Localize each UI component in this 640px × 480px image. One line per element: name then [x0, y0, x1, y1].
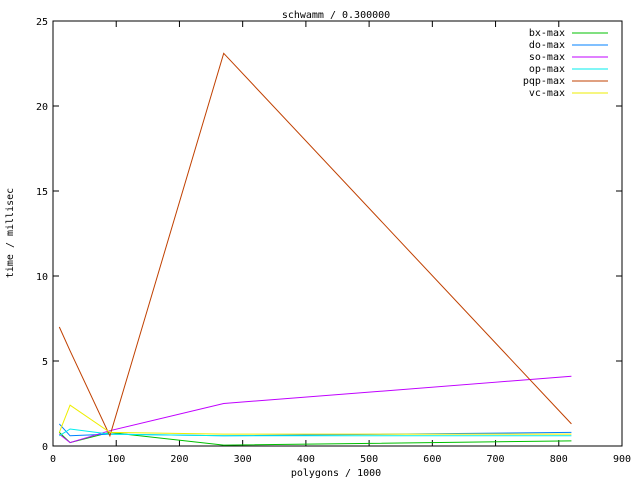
legend-label: do-max	[529, 40, 565, 51]
y-tick-label: 20	[36, 102, 48, 113]
chart-title: schwamm / 0.300000	[282, 10, 390, 21]
y-tick-label: 5	[42, 357, 48, 368]
series-line-pqp-max	[58, 52, 572, 438]
x-tick-label: 0	[50, 454, 56, 465]
y-tick-label: 15	[36, 187, 48, 198]
x-tick-label: 400	[297, 454, 315, 465]
legend-label: bx-max	[529, 28, 565, 39]
x-tick-label: 700	[487, 454, 505, 465]
legend-label: vc-max	[529, 88, 565, 99]
y-tick-label: 25	[36, 17, 48, 28]
x-tick-label: 600	[423, 454, 441, 465]
x-axis-label: polygons / 1000	[291, 468, 381, 479]
plot-frame	[52, 20, 623, 447]
legend-label: op-max	[529, 64, 565, 75]
x-tick-label: 500	[360, 454, 378, 465]
x-tick-label: 300	[234, 454, 252, 465]
series-line-vc-max	[58, 404, 572, 435]
x-tick-label: 200	[170, 454, 188, 465]
legend-label: pqp-max	[523, 76, 565, 87]
legend-label: so-max	[529, 52, 565, 63]
x-tick-label: 800	[550, 454, 568, 465]
x-tick-label: 900	[613, 454, 631, 465]
x-tick-label: 100	[107, 454, 125, 465]
y-axis-label: time / millisec	[5, 188, 16, 278]
y-tick-label: 10	[36, 272, 48, 283]
y-tick-label: 0	[42, 442, 48, 453]
series-line-so-max	[59, 375, 572, 444]
